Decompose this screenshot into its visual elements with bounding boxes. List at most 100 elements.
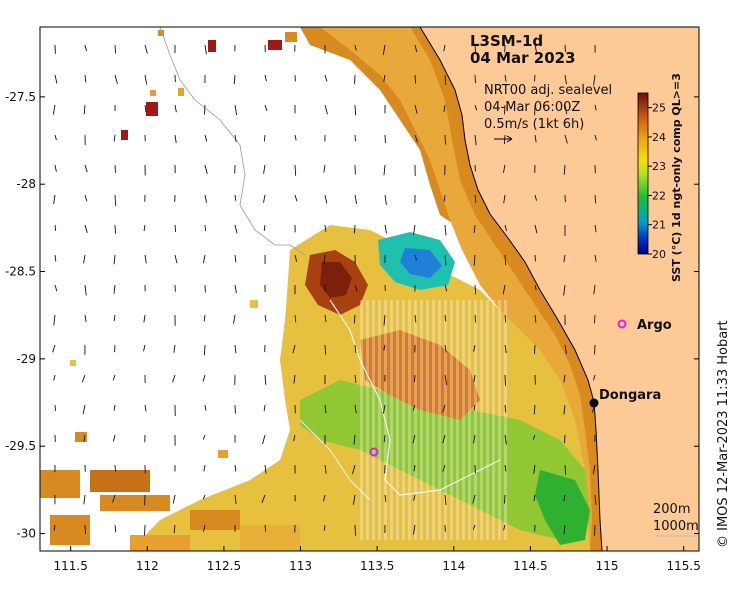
current-vector (563, 494, 566, 502)
current-vector (204, 164, 208, 175)
current-vector (534, 224, 538, 234)
current-vector (382, 44, 386, 55)
x-tick-label: 115 (596, 559, 619, 573)
current-vector (203, 464, 206, 472)
current-vector (352, 494, 356, 505)
current-vector (563, 404, 566, 415)
current-vector (354, 344, 357, 354)
current-vector (114, 44, 117, 54)
current-vector (443, 194, 446, 202)
product-title: L3SM-1d (470, 32, 543, 50)
isobath-1000m-label: 1000m (653, 519, 699, 534)
current-vector (533, 404, 536, 415)
current-vector (564, 104, 568, 115)
x-tick-label: 114 (442, 559, 465, 573)
current-vector (54, 164, 57, 172)
current-vector (234, 134, 237, 142)
current-vector (413, 374, 416, 383)
current-vector (564, 464, 567, 475)
current-vector (234, 104, 238, 116)
y-tick-label: -28 (16, 177, 36, 191)
current-vector (294, 194, 298, 202)
current-vector (203, 314, 206, 322)
current-vector (444, 494, 447, 505)
current-vector (474, 44, 477, 54)
current-vector (353, 314, 356, 324)
current-vector (84, 314, 87, 323)
y-tick-label: -30 (16, 527, 36, 541)
current-vector (234, 494, 237, 504)
x-tick-label: 112 (136, 559, 159, 573)
current-vector (113, 134, 116, 142)
current-vector (144, 104, 147, 113)
current-vector (264, 74, 267, 82)
current-vector (54, 254, 57, 262)
current-vector (143, 224, 146, 232)
current-vector (444, 374, 448, 386)
current-vector (234, 194, 237, 201)
current-vector (113, 254, 116, 265)
credit-text: © IMOS 12-Mar-2023 11:33 Hobart (716, 320, 731, 548)
current-vector (563, 524, 566, 534)
current-vector (174, 134, 177, 143)
x-tick-label: 112.5 (207, 559, 241, 573)
current-vector (503, 134, 506, 145)
dongara-marker (589, 398, 599, 408)
current-vector (412, 404, 416, 411)
current-vector (414, 254, 417, 261)
current-info-line3: 0.5m/s (1kt 6h) (484, 117, 584, 132)
current-vector (534, 74, 536, 82)
current-vector (84, 224, 88, 233)
current-vector (444, 134, 447, 145)
argo-marker-2 (369, 447, 379, 457)
current-vector (564, 134, 568, 144)
current-vector (233, 314, 236, 324)
current-vector (413, 464, 416, 472)
current-vector (594, 314, 596, 324)
current-vector (474, 104, 478, 111)
current-info-line1: NRT00 adj. sealevel (484, 83, 612, 98)
current-vector (144, 44, 148, 54)
current-vector (112, 434, 116, 442)
current-vector (203, 524, 206, 532)
colorbar-tick-label: 22 (652, 189, 666, 202)
current-vector (384, 194, 387, 206)
current-vector (564, 344, 567, 355)
current-vector (473, 434, 476, 444)
current-vector (324, 464, 327, 474)
current-vector (352, 464, 356, 474)
current-vector (52, 344, 56, 353)
current-vector (202, 494, 206, 500)
current-vector (234, 284, 237, 293)
current-vector (53, 524, 56, 531)
current-vector (114, 524, 117, 533)
current-vector (83, 254, 86, 264)
current-vector (444, 254, 447, 266)
y-tick-label: -28.5 (5, 265, 36, 279)
current-vector (174, 254, 178, 264)
current-vector (112, 374, 116, 381)
current-vector (504, 344, 507, 353)
current-vector (174, 104, 177, 113)
current-vector (263, 224, 266, 231)
current-vector (84, 284, 87, 296)
current-vector (504, 74, 507, 82)
y-tick-label: -29 (16, 352, 36, 366)
current-vector (112, 494, 116, 503)
current-vector (383, 314, 386, 326)
current-vector (174, 224, 177, 232)
current-vector (263, 404, 266, 412)
current-vector (534, 194, 537, 201)
sst-speckles (40, 30, 300, 551)
current-vector (294, 134, 297, 141)
current-vector (503, 104, 506, 115)
current-vector (294, 254, 298, 262)
current-vector (444, 74, 447, 86)
current-vector (503, 494, 506, 504)
current-vector (234, 344, 237, 354)
current-vector (503, 194, 506, 204)
current-vector (324, 314, 327, 322)
current-vector (442, 434, 446, 444)
current-vector (172, 494, 176, 504)
